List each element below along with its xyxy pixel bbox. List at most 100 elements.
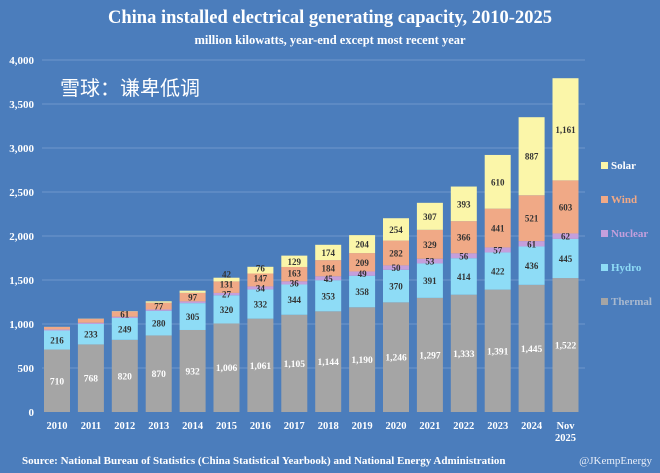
data-label: 445 [559,254,573,264]
x-tick-label: 2013 [148,421,169,432]
data-label: 358 [355,287,369,297]
bar-solar [281,255,308,267]
bar-hydro [179,303,206,330]
data-label: 1,061 [250,362,272,372]
data-label: 1,190 [351,356,373,366]
chart-title: China installed electrical generating ca… [108,8,552,28]
bar-nuclear [450,253,477,259]
legend-swatch [601,196,608,203]
data-label: 1,445 [521,345,543,355]
bar-hydro [77,323,104,345]
data-label: 521 [525,214,539,224]
y-tick-label: 3,500 [9,99,34,111]
bar-hydro [145,310,172,336]
data-label: 56 [459,251,469,261]
data-label: 216 [50,336,64,346]
bar-thermal [77,344,104,412]
data-label: 50 [392,263,402,273]
bar-wind [484,208,511,248]
bar-nuclear [383,265,409,270]
data-label: 436 [525,261,539,271]
bar-nuclear [416,258,443,264]
data-label: 603 [559,202,573,212]
bar-nuclear [179,301,206,304]
bar-thermal [518,284,545,412]
bar-solar [383,218,409,241]
data-label: 393 [457,199,471,209]
bar-hydro [315,280,342,312]
bar-thermal [416,297,443,412]
x-tick-label: 2024 [521,421,543,432]
bar-solar [179,290,206,293]
bar-wind [383,240,409,266]
x-tick-label: 2023 [487,421,508,432]
data-label: 305 [186,312,200,322]
author-handle: @JKempEnergy [579,455,652,467]
legend-swatch [601,162,608,169]
data-label: 768 [84,375,99,385]
bar-hydro [247,289,274,319]
data-label: 329 [423,240,437,250]
bar-wind [281,266,308,282]
data-label: 1,522 [555,342,577,352]
bar-wind [450,221,477,254]
bar-hydro [213,295,240,324]
data-label: 414 [457,272,471,282]
data-label: 870 [152,370,167,380]
data-label: 1,246 [385,354,407,364]
y-tick-label: 2,500 [9,187,34,199]
bar-thermal [315,311,342,412]
bar-thermal [111,339,138,412]
data-label: 49 [358,269,368,279]
bar-solar [416,202,443,230]
footer: Source: National Bureau of Statistics (C… [22,455,652,467]
data-label: 320 [220,305,234,315]
bar-solar [315,244,342,261]
bar-thermal [552,278,579,412]
data-label: 76 [256,263,266,273]
bar-thermal [145,335,172,412]
x-tick-label: 2014 [182,421,204,432]
bar-wind [213,281,240,293]
bar-nuclear [44,329,70,331]
bar-wind [77,318,104,323]
bar-nuclear [145,309,172,311]
bar-thermal [281,314,308,412]
data-label: 42 [222,270,232,280]
bar-solar [349,235,376,254]
bar-solar [247,266,274,274]
bar-hydro [44,330,70,350]
bar-nuclear [552,233,579,239]
data-label: 1,391 [487,347,509,357]
data-label: 610 [491,177,505,187]
bar-nuclear [484,247,511,253]
data-label: 366 [457,233,471,243]
watermark: 雪球：谦卑低调 [60,76,200,100]
bar-solar [145,301,172,303]
bar-solar [484,154,511,209]
x-tick-label: 2019 [352,421,373,432]
bar-nuclear [281,281,308,285]
y-tick-label: 4,000 [9,55,34,67]
y-tick-label: 2,000 [9,231,34,243]
bar-wind [416,229,443,259]
bar-wind [145,302,172,310]
data-label: 422 [491,267,505,277]
legend-label: Solar [611,160,636,172]
bar-hydro [416,263,443,298]
bar-nuclear [349,271,376,276]
bar-thermal [213,323,240,412]
bar-thermal [349,307,376,412]
data-label: 77 [154,302,164,312]
bar-nuclear [77,322,104,324]
data-label: 932 [185,367,200,377]
x-tick-label: 2025 [555,433,576,444]
bar-nuclear [111,316,138,318]
data-label: 1,333 [453,350,475,360]
x-tick-label: 2017 [284,421,305,432]
bar-wind [111,311,138,317]
data-label: 280 [152,319,166,329]
y-tick-label: 0 [29,407,35,419]
data-label: 307 [423,212,437,222]
data-label: 332 [254,300,268,310]
